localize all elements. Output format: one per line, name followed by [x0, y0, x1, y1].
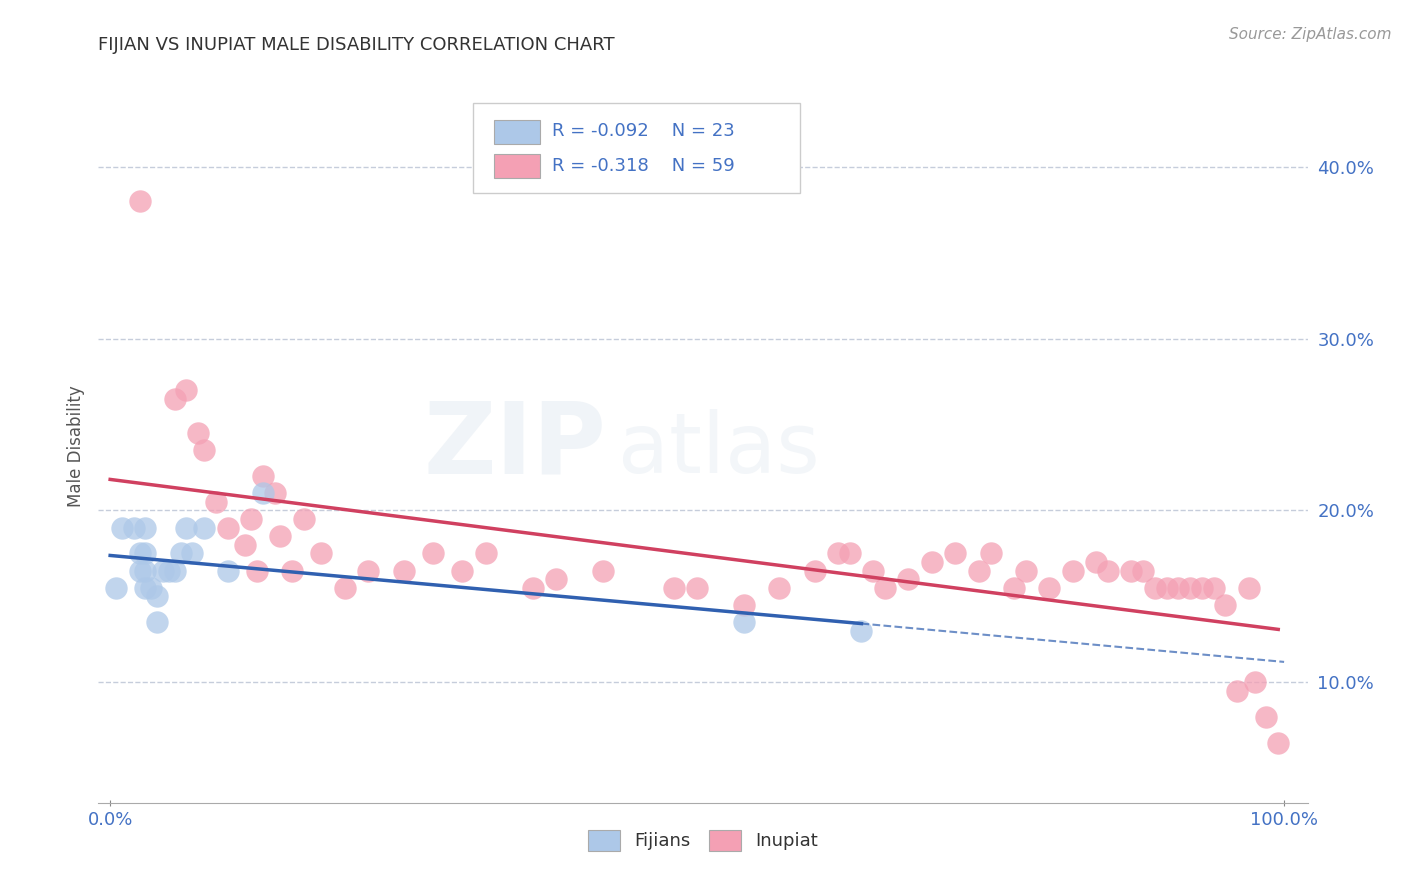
- FancyBboxPatch shape: [474, 103, 800, 193]
- Point: [1215, 598, 1237, 612]
- Point: [204, 495, 226, 509]
- Point: [392, 564, 415, 578]
- Point: [1002, 581, 1025, 595]
- Point: [263, 486, 285, 500]
- Point: [269, 529, 291, 543]
- Bar: [494, 154, 540, 178]
- Point: [122, 521, 145, 535]
- Point: [157, 564, 180, 578]
- Point: [134, 581, 156, 595]
- Point: [1267, 736, 1289, 750]
- Point: [921, 555, 943, 569]
- Point: [592, 564, 614, 578]
- Point: [252, 486, 274, 500]
- Point: [475, 546, 498, 560]
- Point: [873, 581, 896, 595]
- Point: [945, 546, 967, 560]
- Point: [1243, 675, 1265, 690]
- Point: [1191, 581, 1213, 595]
- Point: [838, 546, 860, 560]
- Point: [146, 615, 169, 630]
- Point: [851, 624, 873, 638]
- Point: [240, 512, 263, 526]
- Point: [333, 581, 356, 595]
- Point: [1062, 564, 1084, 578]
- Point: [686, 581, 709, 595]
- Point: [1121, 564, 1143, 578]
- Point: [111, 521, 134, 535]
- Point: [134, 521, 156, 535]
- Point: [546, 572, 568, 586]
- Point: [181, 546, 204, 560]
- Point: [1097, 564, 1119, 578]
- Point: [803, 564, 825, 578]
- Point: [193, 521, 215, 535]
- Point: [146, 590, 169, 604]
- Y-axis label: Male Disability: Male Disability: [66, 385, 84, 507]
- Point: [217, 521, 239, 535]
- Point: [187, 426, 209, 441]
- Point: [1202, 581, 1225, 595]
- Point: [1226, 684, 1249, 698]
- Point: [105, 581, 128, 595]
- Point: [128, 194, 150, 208]
- Point: [134, 564, 156, 578]
- Legend: Fijians, Inupiat: Fijians, Inupiat: [581, 822, 825, 858]
- Point: [1038, 581, 1060, 595]
- Point: [980, 546, 1002, 560]
- Point: [152, 564, 174, 578]
- Point: [1237, 581, 1260, 595]
- Point: [733, 615, 755, 630]
- Point: [169, 546, 191, 560]
- Text: R = -0.318    N = 59: R = -0.318 N = 59: [551, 157, 734, 175]
- Point: [217, 564, 239, 578]
- Text: ZIP: ZIP: [423, 398, 606, 494]
- Point: [292, 512, 315, 526]
- Point: [1143, 581, 1166, 595]
- Point: [1132, 564, 1154, 578]
- Point: [193, 443, 215, 458]
- Point: [827, 546, 849, 560]
- Point: [176, 521, 198, 535]
- Point: [1180, 581, 1202, 595]
- Text: R = -0.092    N = 23: R = -0.092 N = 23: [551, 122, 734, 140]
- Point: [422, 546, 444, 560]
- Point: [281, 564, 304, 578]
- Point: [252, 469, 274, 483]
- Point: [1085, 555, 1108, 569]
- Point: [662, 581, 685, 595]
- Point: [311, 546, 333, 560]
- Text: atlas: atlas: [619, 409, 820, 490]
- Point: [128, 564, 150, 578]
- Point: [246, 564, 269, 578]
- Point: [967, 564, 990, 578]
- Point: [163, 392, 186, 406]
- Point: [357, 564, 380, 578]
- Text: FIJIAN VS INUPIAT MALE DISABILITY CORRELATION CHART: FIJIAN VS INUPIAT MALE DISABILITY CORREL…: [98, 36, 614, 54]
- Point: [1015, 564, 1038, 578]
- Point: [1156, 581, 1178, 595]
- Point: [451, 564, 474, 578]
- Point: [141, 581, 163, 595]
- Text: Source: ZipAtlas.com: Source: ZipAtlas.com: [1229, 27, 1392, 42]
- Point: [897, 572, 920, 586]
- Point: [1167, 581, 1189, 595]
- Point: [522, 581, 544, 595]
- Point: [176, 383, 198, 397]
- Point: [134, 546, 156, 560]
- Bar: [494, 120, 540, 145]
- Point: [1256, 710, 1278, 724]
- Point: [128, 546, 150, 560]
- Point: [163, 564, 186, 578]
- Point: [862, 564, 884, 578]
- Point: [233, 538, 256, 552]
- Point: [768, 581, 790, 595]
- Point: [733, 598, 755, 612]
